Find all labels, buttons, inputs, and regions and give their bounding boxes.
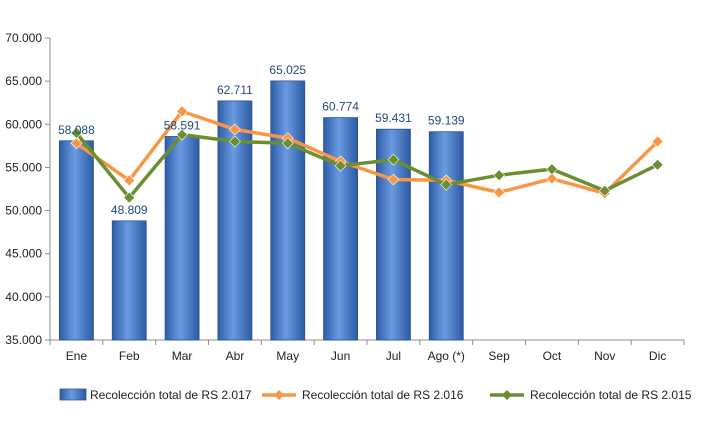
- y-axis: 35.000 40.000 45.000 50.000 55.000 60.000 65.0…: [5, 31, 51, 347]
- bar-data-labels: 58.088 48.809 58.591 62.711 65.025 60.774 59.4…: [58, 63, 465, 217]
- series-2016-point: [176, 105, 189, 118]
- y-tick-label: 60.000: [5, 117, 42, 131]
- series-2015-point: [493, 169, 506, 182]
- x-tick-label: Feb: [119, 349, 140, 363]
- x-axis: Ene Feb Mar Abr May Jun Jul Ago (*) Sep Oct Nov Dic: [49, 339, 685, 363]
- y-tick-label: 35.000: [5, 333, 42, 347]
- bar-data-label: 59.431: [375, 111, 412, 125]
- series-2016-point: [123, 174, 136, 187]
- x-tick-label: Oct: [543, 349, 562, 363]
- legend-item-2016: Recolección total de RS 2.016: [262, 388, 464, 402]
- series-2015-point: [123, 191, 136, 204]
- x-tick-label: Jun: [331, 349, 350, 363]
- x-tick-label: Mar: [172, 349, 193, 363]
- legend-item-2017: Recolección total de RS 2.017: [59, 388, 252, 402]
- y-tick-label: 65.000: [5, 74, 42, 88]
- x-tick-label: Abr: [226, 349, 245, 363]
- legend-label: Recolección total de RS 2.015: [530, 388, 692, 402]
- x-tick-label: Dic: [649, 349, 666, 363]
- series-2016: [70, 105, 664, 200]
- bar: [164, 136, 200, 341]
- series-2015-point: [387, 153, 400, 166]
- legend-item-2015: Recolección total de RS 2.015: [490, 388, 692, 402]
- bar-data-label: 58.591: [164, 118, 201, 132]
- y-tick-label: 50.000: [5, 204, 42, 218]
- series-2015: [70, 126, 664, 204]
- series-2015-point: [334, 159, 347, 172]
- bar: [59, 140, 94, 341]
- bar-data-label: 59.139: [428, 114, 465, 128]
- legend-swatch-marker: [274, 390, 284, 400]
- legend: Recolección total de RS 2.017 Recolección…: [59, 388, 692, 402]
- x-tick-label: Jul: [386, 349, 401, 363]
- y-tick-label: 70.000: [5, 31, 42, 45]
- series-2016-point: [228, 123, 241, 136]
- x-tick-label: May: [276, 349, 299, 363]
- bar-data-label: 58.088: [58, 123, 95, 137]
- bar-data-label: 65.025: [269, 63, 306, 77]
- legend-label: Recolección total de RS 2.017: [90, 388, 252, 402]
- legend-swatch-bar: [59, 388, 87, 401]
- x-tick-label: Nov: [594, 349, 615, 363]
- x-tick-label: Ago (*): [428, 349, 465, 363]
- y-tick-label: 45.000: [5, 247, 42, 261]
- series-2016-point: [545, 172, 558, 185]
- y-tick-label: 40.000: [5, 290, 42, 304]
- series-2016-point: [651, 135, 664, 148]
- series-2016-point: [493, 186, 506, 199]
- series-2015-point: [176, 128, 189, 141]
- x-tick-label: Ene: [66, 349, 88, 363]
- series-2015-line: [75, 131, 659, 200]
- series-2015-point: [228, 135, 241, 148]
- series-2016-point: [387, 173, 400, 186]
- bar: [428, 131, 464, 341]
- y-tick-label: 55.000: [5, 160, 42, 174]
- series-2015-point: [545, 163, 558, 176]
- bar: [323, 117, 358, 341]
- series-2016-point: [70, 137, 83, 150]
- series-2015-point: [70, 126, 83, 139]
- bar-data-label: 48.809: [111, 203, 148, 217]
- bar-data-label: 60.774: [322, 100, 359, 114]
- legend-label: Recolección total de RS 2.016: [302, 388, 464, 402]
- series-2015-point: [598, 184, 611, 197]
- series-2016-line: [75, 109, 659, 196]
- series-2015-point: [281, 137, 294, 150]
- line-series: [70, 105, 664, 204]
- legend-swatch-marker: [502, 390, 512, 400]
- bar: [111, 220, 147, 341]
- series-2015-point: [440, 178, 453, 191]
- bar: [270, 80, 306, 341]
- series-2015-point: [651, 158, 664, 171]
- x-tick-label: Sep: [488, 349, 510, 363]
- bar-data-label: 62.711: [217, 83, 253, 97]
